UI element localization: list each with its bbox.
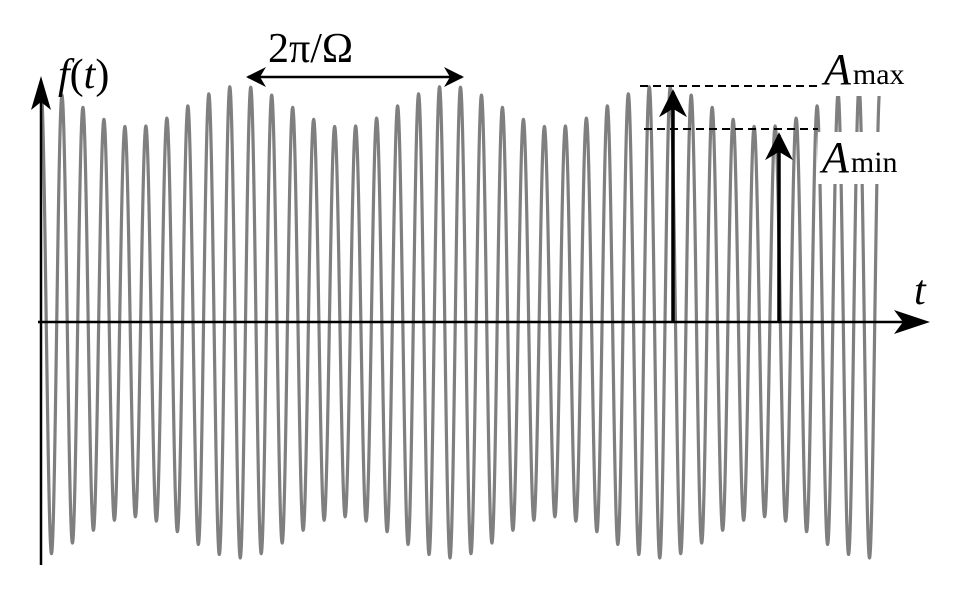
a-min-label-bg [818,132,926,184]
y-axis-label: f(t) [58,52,109,98]
signal-curve [39,85,882,560]
a-max-label-bg [822,44,932,96]
a-max-label: Amax [821,45,905,94]
y-axis-arrowhead [31,76,51,110]
a-min-label: Amin [819,133,898,182]
x-axis-arrowhead [894,310,930,334]
x-axis-label: t [914,268,927,314]
period-label: 2π/Ω [268,26,353,72]
